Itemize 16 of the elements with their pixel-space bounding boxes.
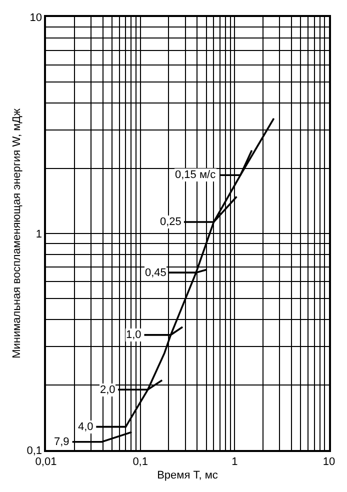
series-label: 4,0: [78, 421, 94, 433]
series-label: 1,0: [126, 329, 142, 341]
series-label: 7,9: [54, 436, 70, 448]
x-axis-title: Время T, мс: [157, 470, 218, 482]
x-tick-label: 10: [322, 456, 336, 468]
x-tick-label: 1: [232, 456, 238, 468]
x-tick-label: 0,01: [35, 456, 57, 468]
series-label: 2,0: [100, 384, 116, 396]
y-axis-title: Минимальная воспламеняющая энергия W, мДж: [10, 108, 23, 358]
y-tick-label: 1: [36, 228, 42, 240]
x-tick-label: 0,1: [132, 456, 148, 468]
series-label: 0,15 м/с: [175, 169, 216, 181]
series-label: 0,25: [160, 216, 182, 228]
y-tick-label: 10: [30, 12, 42, 24]
series-label: 0,45: [145, 267, 166, 279]
y-tick-label: 0,1: [26, 444, 42, 457]
